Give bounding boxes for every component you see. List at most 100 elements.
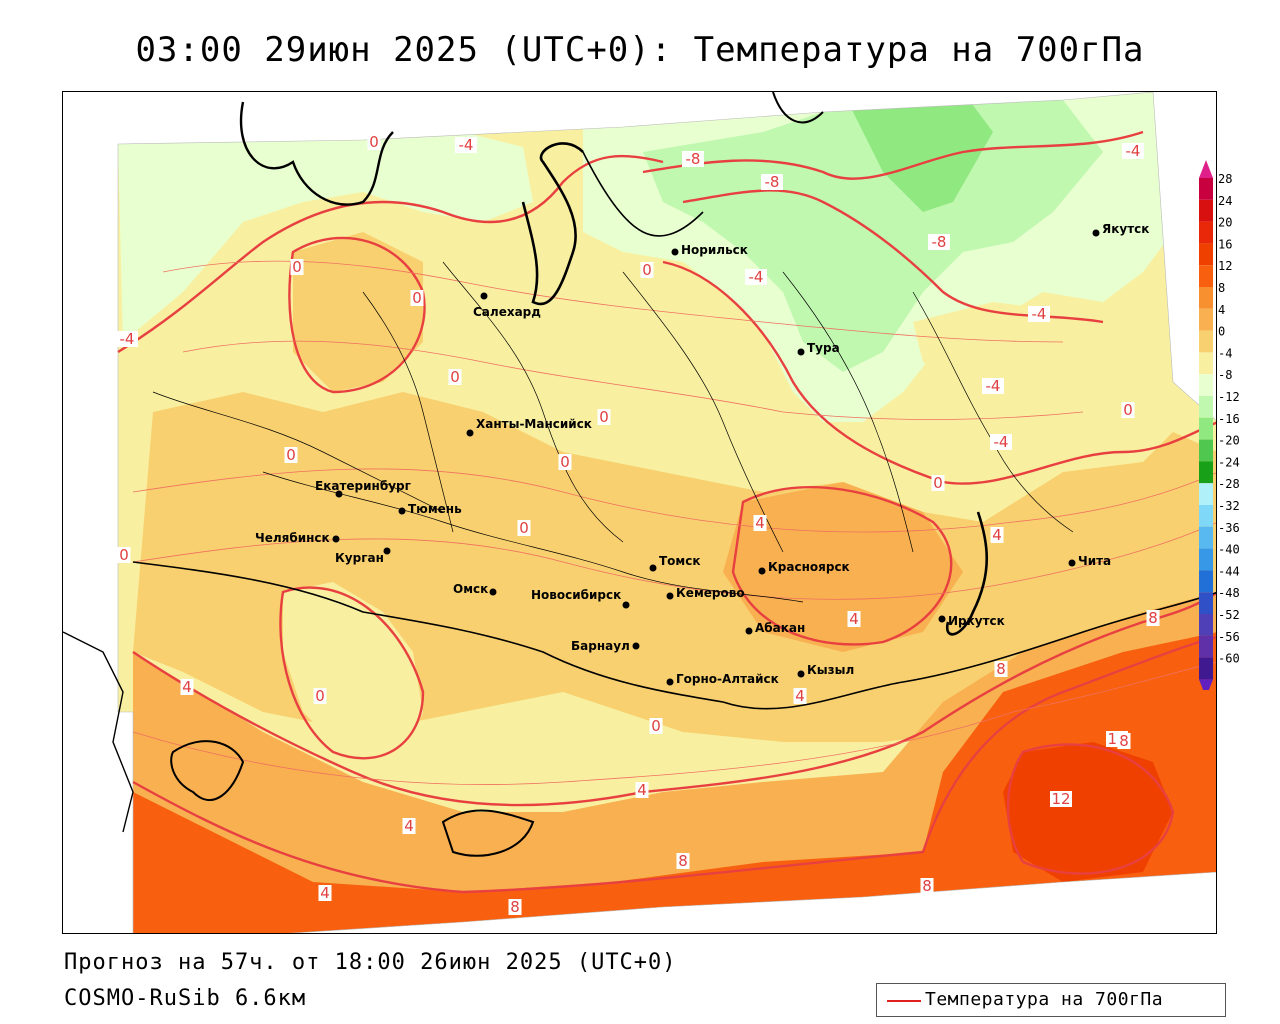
city-norilsk: Норильск <box>671 243 748 257</box>
svg-text:4: 4 <box>755 514 765 532</box>
city-krasnoyarsk: Красноярск <box>758 560 850 575</box>
colorbar-cell <box>1199 396 1213 418</box>
svg-text:-4: -4 <box>749 268 764 286</box>
svg-text:Абакан: Абакан <box>755 621 805 635</box>
isotherm-label: 0 <box>640 261 654 279</box>
domain-outline <box>117 92 1216 933</box>
city-kemerovo: Кемерово <box>666 586 745 600</box>
svg-text:Тюмень: Тюмень <box>408 502 462 516</box>
lake-baikal <box>945 511 988 636</box>
isotherm-label: 8 <box>676 852 690 870</box>
svg-text:Иркутск: Иркутск <box>948 614 1005 628</box>
aral-sea <box>170 740 245 802</box>
city-barnaul: Барнаул <box>571 639 640 653</box>
colorbar-tick-label: -4 <box>1218 346 1232 360</box>
colorbar-cell <box>1199 461 1213 484</box>
isotherm-label: 0 <box>448 368 462 386</box>
city-chelyabinsk: Челябинск <box>255 531 340 545</box>
isotherm-label: 0 <box>931 474 945 492</box>
coastline-yamal <box>521 142 584 306</box>
isotherm-4-krasnoyarsk <box>731 485 953 646</box>
colorbar-tick-label: -52 <box>1218 608 1240 622</box>
city-yekaterinburg: Екатеринбург <box>315 479 411 498</box>
colorbar-tick-label: -44 <box>1218 564 1240 578</box>
svg-text:Томск: Томск <box>659 554 701 568</box>
isotherm-label: 0 <box>1121 401 1135 419</box>
isotherm-label: 0 <box>558 453 572 471</box>
city-kurgan: Курган <box>335 547 391 565</box>
svg-text:4: 4 <box>992 526 1002 544</box>
isotherm-label: -8 <box>682 150 704 168</box>
legend: Температура на 700гПа <box>876 983 1226 1017</box>
isotherm-label: -4 <box>1028 305 1050 323</box>
isotherm-label: -4 <box>455 136 477 154</box>
colorbar-tick-label: -8 <box>1218 368 1232 382</box>
svg-text:Салехард: Салехард <box>473 305 541 319</box>
coastline-taimyr <box>772 92 824 124</box>
svg-text:-4: -4 <box>1032 305 1047 323</box>
colorbar-cell <box>1199 265 1213 287</box>
colorbar-tick-label: 4 <box>1218 303 1225 317</box>
isotherm-label: 4 <box>402 817 416 835</box>
svg-text:Курган: Курган <box>335 551 384 565</box>
svg-text:4: 4 <box>795 687 805 705</box>
svg-text:0: 0 <box>315 687 325 705</box>
svg-text:0: 0 <box>119 546 129 564</box>
city-yakutsk: Якутск <box>1092 222 1149 237</box>
colorbar-cell <box>1199 505 1213 527</box>
isotherm-label: 0 <box>649 717 663 735</box>
city-chita: Чита <box>1068 554 1111 568</box>
isotherm-label: 8 <box>1117 732 1131 750</box>
city-khanty-mansiysk: Ханты-Мансийск <box>466 417 592 437</box>
svg-text:4: 4 <box>849 610 859 628</box>
temperature-field <box>118 92 1216 933</box>
isotherm-label: 4 <box>180 678 194 696</box>
colorbar-cell <box>1199 439 1213 462</box>
svg-text:0: 0 <box>933 474 943 492</box>
isotherm-label: -8 <box>761 173 783 191</box>
colorbar-tick-label: -32 <box>1218 499 1240 513</box>
svg-text:-4: -4 <box>459 136 474 154</box>
svg-text:Новосибирск: Новосибирск <box>531 588 621 602</box>
svg-text:-4: -4 <box>986 377 1001 395</box>
city-gorno-altaysk: Горно-Алтайск <box>666 672 779 686</box>
borders <box>63 92 1216 857</box>
cities: Салехард Норильск Якутск Тура Ханты-Манс… <box>255 222 1149 686</box>
map-title: 03:00 29июн 2025 (UTC+0): Температура на… <box>135 30 1145 70</box>
colorbar-tick-label: 12 <box>1218 259 1232 273</box>
colorbar: 28 24 20 16 12 8 4 0 -4 -8 -12 -16 -20 -24 -28 -32 -36 -4… <box>1199 160 1240 690</box>
colorbar-tick-label: 20 <box>1218 216 1232 230</box>
svg-text:0: 0 <box>519 519 529 537</box>
colorbar-tick-label: -24 <box>1218 455 1240 469</box>
isotherm-label: -8 <box>928 233 950 251</box>
isotherm-label: 4 <box>753 514 767 532</box>
isotherm-label: 4 <box>635 781 649 799</box>
colorbar-cell <box>1199 221 1213 244</box>
region-border-3 <box>622 271 784 553</box>
thin-isotherms <box>132 260 1216 785</box>
colorbar-tick-label: -48 <box>1218 586 1240 600</box>
isotherm-label: 0 <box>517 519 531 537</box>
zone-neg8-neg4 <box>643 100 1103 372</box>
svg-text:0: 0 <box>286 446 296 464</box>
isotherm-neg8 <box>682 189 1104 324</box>
zone-neg4-0-west <box>118 132 533 342</box>
isotherm-labels: 0 -4 -8 -8 -4 -4 0 -8 -4 0 0 0 -4 0 0 0 0 0 -4 -4 0 4 0 4 4 0 0 4 4 4… <box>116 133 1160 916</box>
isotherm-4-south <box>132 591 1216 807</box>
legend-label: Температура на 700гПа <box>925 989 1164 1010</box>
svg-text:0: 0 <box>651 717 661 735</box>
colorbar-tick-label: -60 <box>1218 652 1240 666</box>
isotherm-label: 8 <box>994 660 1008 678</box>
colorbar-cell <box>1199 657 1213 680</box>
colorbar-cell <box>1199 199 1213 222</box>
svg-text:8: 8 <box>510 898 520 916</box>
svg-text:8: 8 <box>1119 732 1129 750</box>
legend-line-swatch <box>887 1000 921 1002</box>
isotherm-12 <box>1006 743 1175 875</box>
colorbar-cell <box>1199 635 1213 658</box>
coastline-yamal-west <box>239 101 394 206</box>
temperature-map[interactable]: Салехард Норильск Якутск Тура Ханты-Манс… <box>62 91 1217 934</box>
isotherm-label: 8 <box>508 898 522 916</box>
svg-text:Норильск: Норильск <box>681 243 748 257</box>
svg-text:0: 0 <box>369 133 379 151</box>
